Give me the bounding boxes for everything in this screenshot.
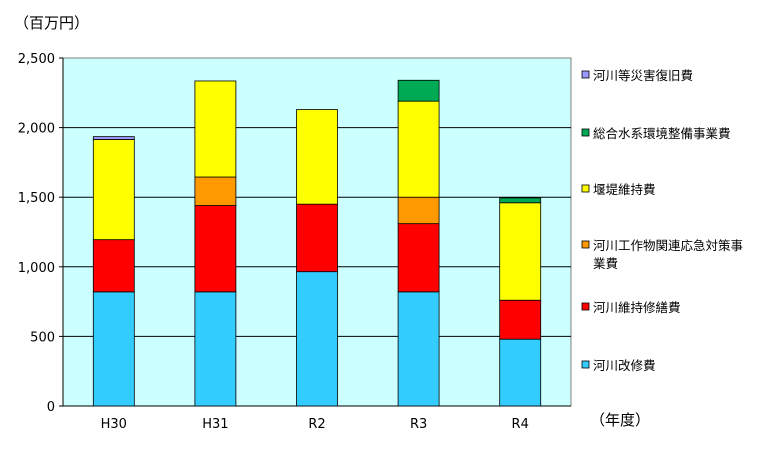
legend-swatch-2 bbox=[581, 240, 590, 249]
x-axis-ticks: H30 H31 R2 R3 R4 bbox=[101, 417, 529, 432]
legend-swatch-0 bbox=[581, 360, 590, 369]
bar-segment-3-4 bbox=[397, 79, 440, 102]
legend-swatch-1 bbox=[581, 302, 590, 311]
bar-segment-3-2 bbox=[397, 196, 440, 225]
x-tick-label: H30 bbox=[101, 417, 127, 432]
bar-segment-0-0 bbox=[92, 291, 135, 407]
y-tick-label: 1,500 bbox=[18, 191, 55, 206]
bar-segment-3-3 bbox=[397, 100, 440, 198]
bar-segment-0-5 bbox=[92, 136, 135, 140]
legend-label: 業費 bbox=[593, 256, 618, 271]
bar-segment-0-3 bbox=[92, 139, 135, 241]
x-tick-label: R3 bbox=[410, 417, 427, 432]
bar-segment-1-1 bbox=[194, 205, 237, 293]
bar-segment-1-2 bbox=[194, 176, 237, 206]
bar-segment-2-3 bbox=[296, 109, 338, 205]
bar-segment-2-0 bbox=[296, 271, 338, 407]
x-tick-label: H31 bbox=[202, 417, 228, 432]
legend-label: 河川工作物関連応急対策事 bbox=[593, 238, 743, 253]
y-tick-label: 0 bbox=[47, 400, 55, 415]
bar-segment-4-1 bbox=[499, 299, 542, 340]
bar-segment-4-3 bbox=[499, 202, 542, 301]
legend-label: 河川維持修繕費 bbox=[593, 300, 681, 315]
legend-label: 河川等災害復旧費 bbox=[593, 68, 693, 83]
legend-label: 河川改修費 bbox=[593, 358, 656, 373]
bar-segment-3-0 bbox=[397, 291, 440, 407]
bars bbox=[92, 79, 542, 407]
legend-swatch-4 bbox=[581, 128, 590, 137]
bar-segment-1-0 bbox=[194, 291, 237, 407]
bar-segment-2-1 bbox=[296, 203, 338, 273]
x-unit-label: （年度） bbox=[590, 411, 650, 429]
y-tick-label: 2,500 bbox=[18, 52, 55, 67]
legend-swatch-3 bbox=[581, 184, 590, 193]
legend: 河川等災害復旧費総合水系環境整備事業費堰堤維持費河川工作物関連応急対策事業費河川… bbox=[581, 68, 743, 373]
legend-label: 堰堤維持費 bbox=[593, 182, 656, 197]
bar-segment-1-3 bbox=[194, 80, 237, 178]
legend-swatch-5 bbox=[581, 70, 590, 79]
y-unit-label: （百万円） bbox=[14, 14, 89, 32]
bar-segment-4-4 bbox=[499, 197, 542, 204]
bar-segment-3-1 bbox=[397, 223, 440, 293]
y-tick-label: 1,000 bbox=[18, 261, 55, 276]
legend-label: 総合水系環境整備事業費 bbox=[593, 126, 731, 141]
bar-segment-4-0 bbox=[499, 338, 542, 407]
bar-segment-0-1 bbox=[92, 239, 135, 293]
y-tick-label: 500 bbox=[30, 330, 55, 345]
x-tick-label: R4 bbox=[512, 417, 529, 432]
y-tick-label: 2,000 bbox=[18, 122, 55, 137]
x-tick-label: R2 bbox=[308, 417, 325, 432]
